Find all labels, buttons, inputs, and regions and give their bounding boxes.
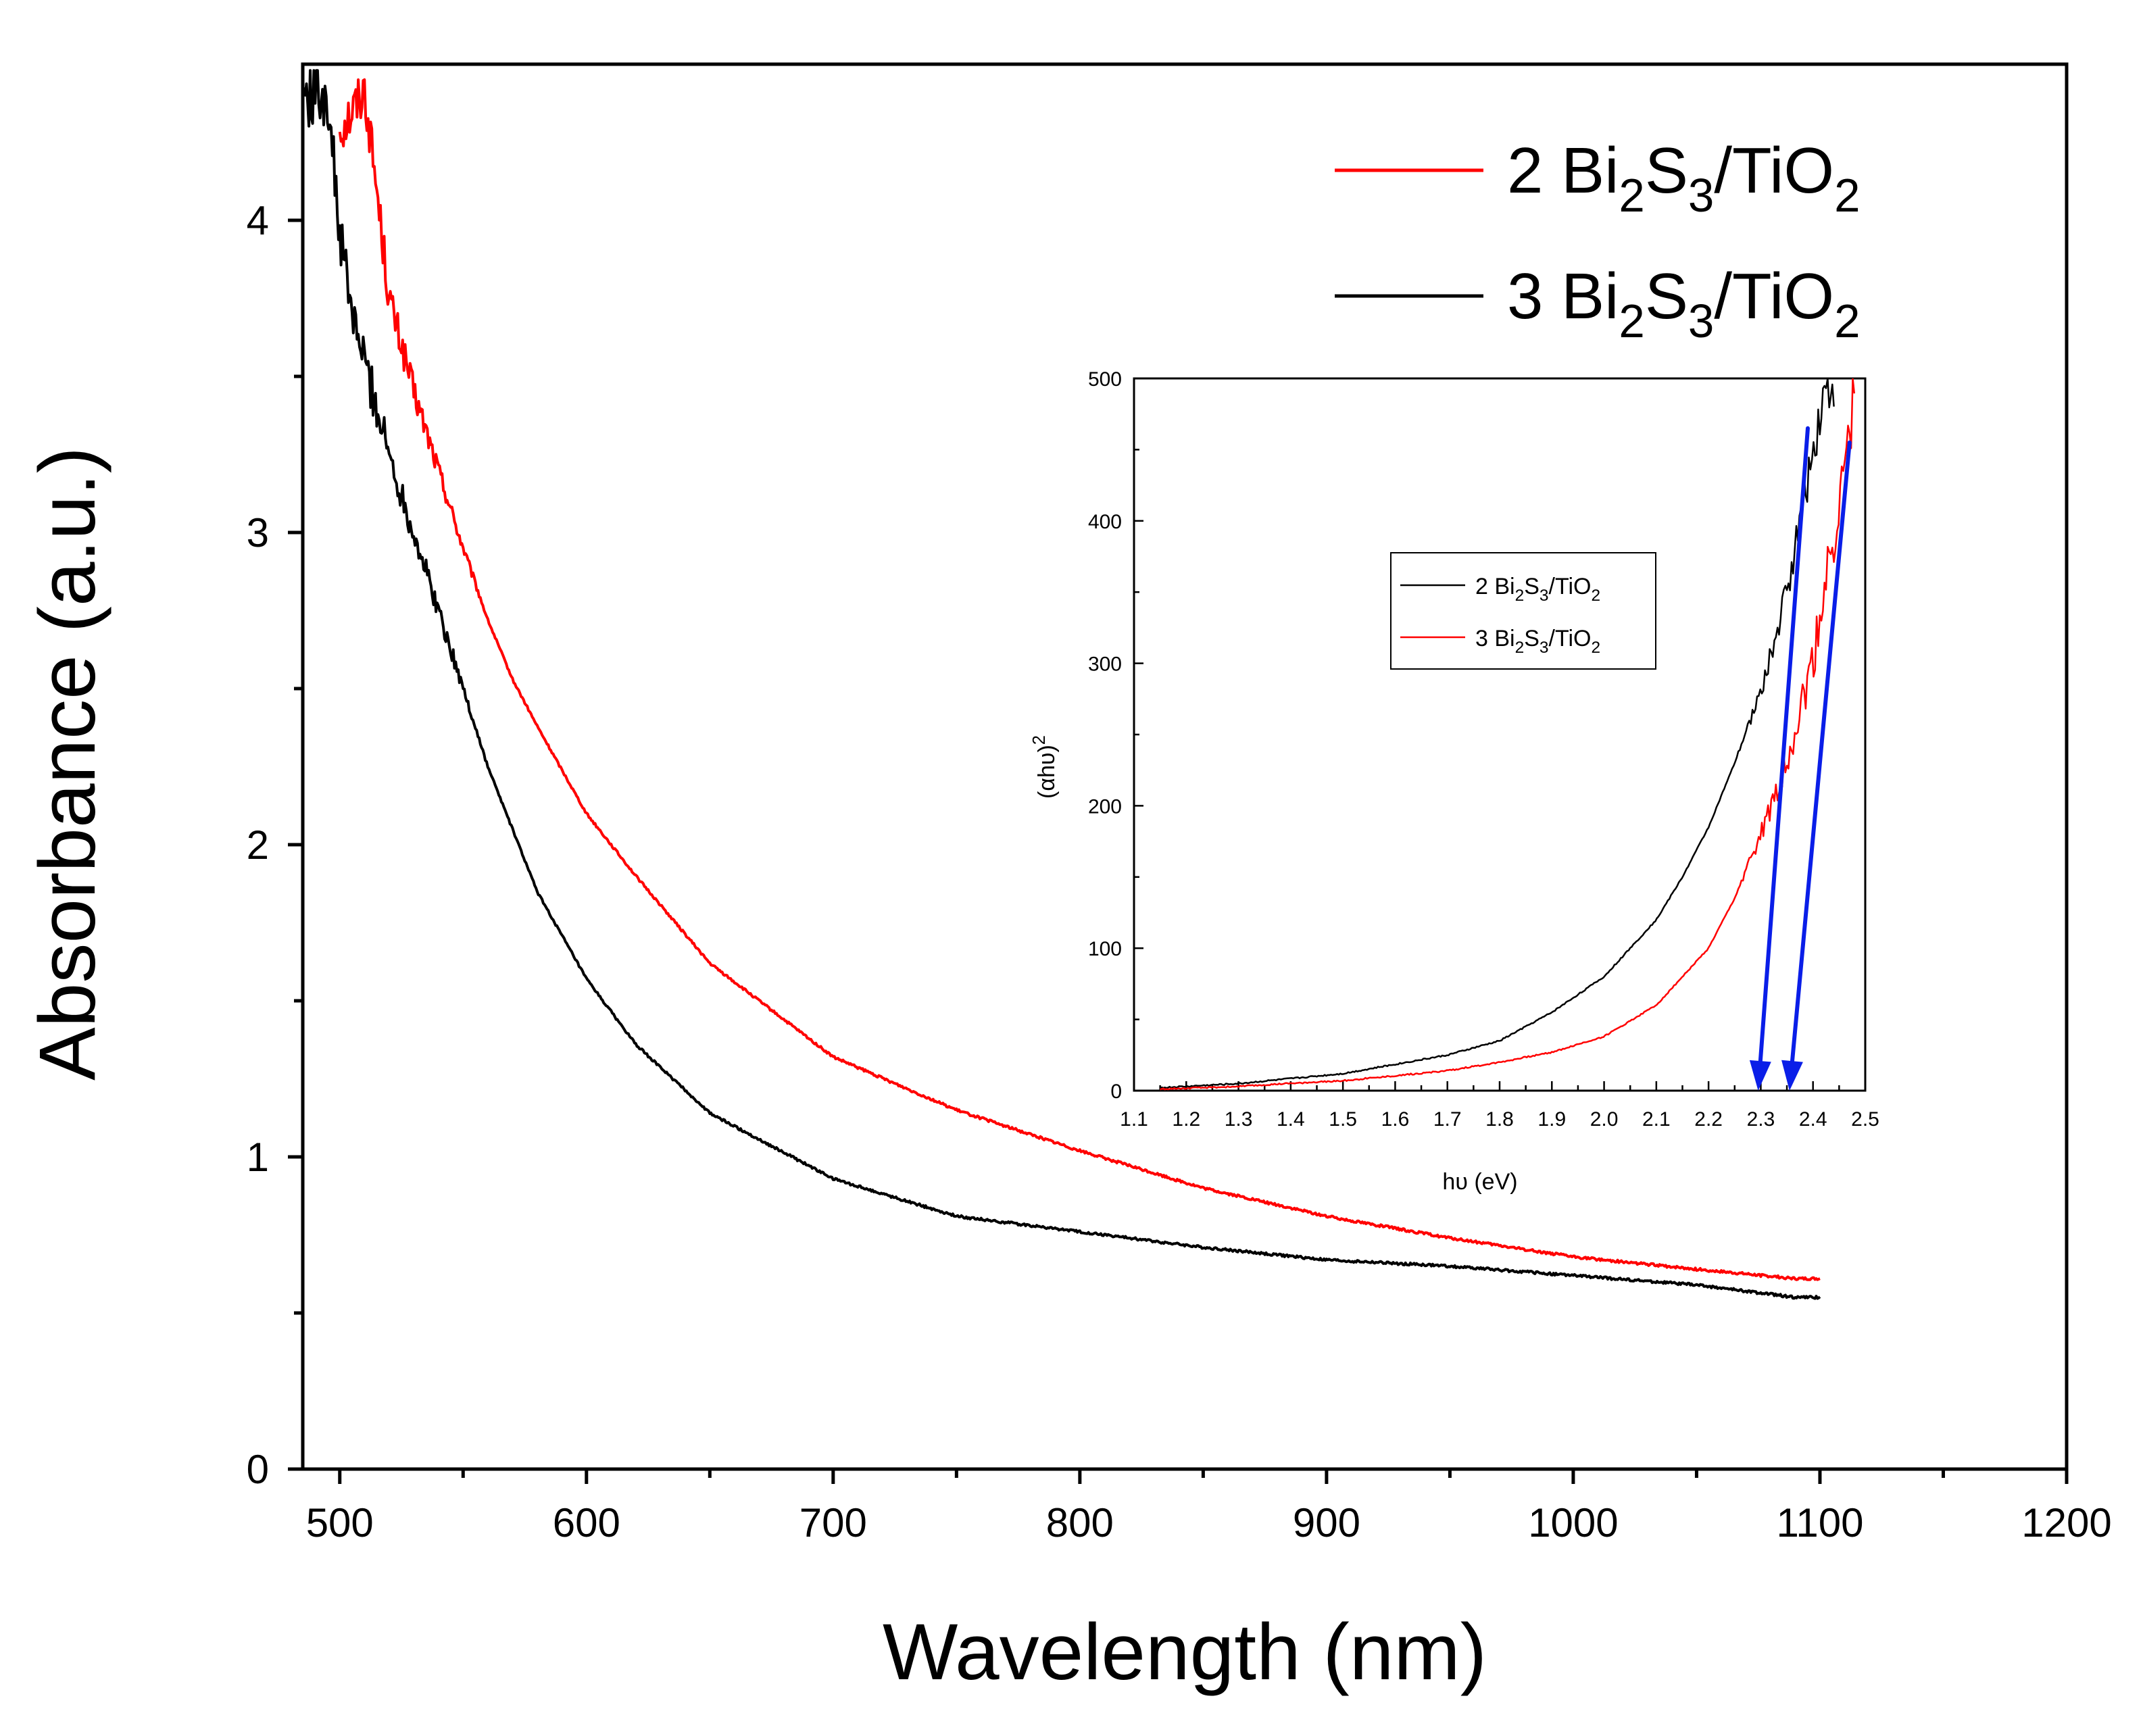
main-legend: 2 Bi2S3/TiO2 3 Bi2S3/TiO2 — [1335, 134, 1861, 347]
inset-x-tick-label: 1.3 — [1225, 1108, 1253, 1131]
x-tick-label: 1200 — [2021, 1500, 2111, 1545]
y-tick-label: 4 — [247, 198, 269, 243]
inset-arrows — [1749, 426, 1852, 1091]
inset-y-axis-title: (αhυ)2 — [1030, 735, 1060, 799]
x-tick-label: 1000 — [1528, 1500, 1618, 1545]
legend-label-series-3: 3 Bi2S3/TiO2 — [1507, 260, 1861, 347]
main-plot-frame — [301, 62, 2069, 1471]
inset-legend-label-series-2: 2 Bi2S3/TiO2 — [1475, 574, 1600, 605]
inset-x-tick-label: 1.2 — [1172, 1108, 1200, 1131]
x-tick-label: 700 — [799, 1500, 867, 1545]
inset-x-tick-label: 1.4 — [1277, 1108, 1305, 1131]
inset-x-axis-title: hυ (eV) — [1442, 1169, 1517, 1195]
inset-x-tick-label: 1.5 — [1329, 1108, 1357, 1131]
x-tick-label: 900 — [1293, 1500, 1360, 1545]
bandgap-arrow-shaft — [1790, 440, 1852, 1064]
inset-series-line-2 — [1159, 378, 1835, 1089]
inset-legend-box — [1390, 552, 1656, 670]
inset-legend: 2 Bi2S3/TiO2 3 Bi2S3/TiO2 — [1390, 552, 1656, 670]
y-tick-label: 3 — [247, 510, 269, 555]
bandgap-arrow-head — [1749, 1060, 1771, 1091]
inset-ticks: 1.1 1.2 1.3 1.4 1.5 1.6 1.7 1.8 1.9 2.0 2.1 2.2 2.3 2… — [1088, 368, 1879, 1131]
main-series-group — [301, 69, 1821, 1300]
x-tick-label: 600 — [553, 1500, 620, 1545]
x-tick-label: 500 — [306, 1500, 374, 1545]
inset-x-tick-label: 1.9 — [1537, 1108, 1566, 1131]
legend-label-series-2: 2 Bi2S3/TiO2 — [1507, 134, 1861, 222]
y-tick-label: 2 — [247, 822, 269, 868]
bandgap-arrow-shaft — [1758, 426, 1810, 1064]
y-axis-title: Absorbance (a.u.) — [23, 447, 112, 1081]
inset-x-tick-label: 1.1 — [1120, 1108, 1148, 1131]
inset-x-tick-label: 1.8 — [1485, 1108, 1514, 1131]
bandgap-arrow-head — [1781, 1060, 1803, 1091]
inset-x-tick-label: 2.5 — [1851, 1108, 1879, 1131]
inset-series-group — [1159, 378, 1856, 1091]
inset-x-tick-label: 1.7 — [1433, 1108, 1462, 1131]
inset-series-line-3 — [1160, 378, 1856, 1091]
inset-y-tick-label: 400 — [1088, 511, 1122, 533]
inset-y-tick-label: 0 — [1110, 1081, 1122, 1103]
inset-x-tick-label: 2.4 — [1799, 1108, 1827, 1131]
inset-y-tick-label: 300 — [1088, 653, 1122, 676]
inset-x-tick-label: 1.6 — [1381, 1108, 1410, 1131]
x-axis-title: Wavelength (nm) — [883, 1608, 1487, 1697]
inset-plot: 1.1 1.2 1.3 1.4 1.5 1.6 1.7 1.8 1.9 2.0 2.1 2.2 2.3 2… — [1030, 368, 1879, 1195]
x-tick-label: 800 — [1046, 1500, 1114, 1545]
inset-x-tick-label: 2.2 — [1694, 1108, 1723, 1131]
y-tick-label: 0 — [247, 1447, 269, 1492]
inset-y-tick-label: 100 — [1088, 938, 1122, 960]
inset-y-tick-label: 500 — [1088, 368, 1122, 391]
inset-x-tick-label: 2.0 — [1590, 1108, 1619, 1131]
inset-x-tick-label: 2.1 — [1642, 1108, 1671, 1131]
inset-y-tick-label: 200 — [1088, 795, 1122, 818]
inset-background — [1134, 378, 1865, 1091]
inset-legend-label-series-3: 3 Bi2S3/TiO2 — [1475, 626, 1600, 657]
x-tick-label: 1100 — [1776, 1500, 1863, 1545]
inset-x-tick-label: 2.3 — [1747, 1108, 1775, 1131]
series-line-2 — [338, 78, 1821, 1281]
y-tick-label: 1 — [247, 1135, 269, 1180]
series-line-3 — [301, 69, 1821, 1300]
